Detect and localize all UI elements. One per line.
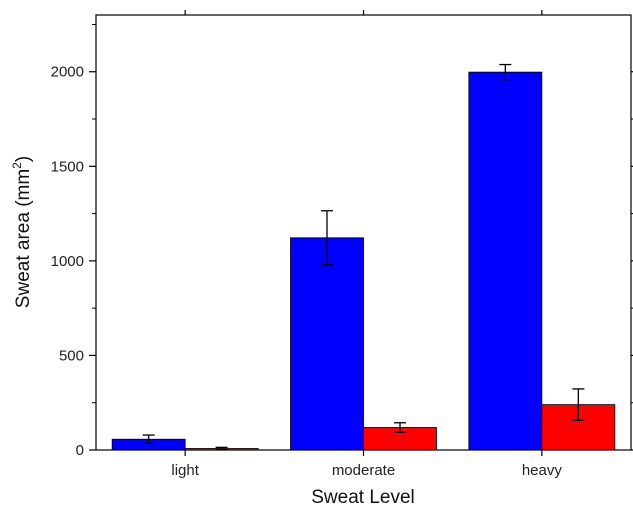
x-tick-label-light: light: [171, 462, 199, 479]
y-tick-label: 0: [76, 442, 84, 459]
x-axis-title: Sweat Level: [311, 487, 415, 508]
x-axis-ticks: light moderate heavy: [171, 10, 562, 479]
y-tick-label: 500: [59, 347, 84, 364]
y-axis-title-suffix: ): [13, 156, 34, 162]
y-tick-label: 1500: [51, 158, 84, 175]
y-axis-ticks: 0 500 1000 1500 2000: [51, 23, 633, 459]
y-axis-title-text: Sweat area (mm: [13, 169, 34, 308]
x-tick-label-heavy: heavy: [522, 462, 563, 479]
y-tick-label: 1000: [51, 253, 84, 270]
bar-moderate-series1: [290, 237, 364, 451]
y-axis-title-superscript: 2: [10, 162, 24, 169]
x-tick-label-moderate: moderate: [332, 462, 395, 479]
bar-heavy-series1: [468, 71, 543, 451]
error-bars-group: [142, 63, 585, 451]
y-axis-title: Sweat area (mm2): [10, 156, 34, 308]
bars-group: [111, 71, 616, 451]
y-tick-label: 2000: [51, 64, 84, 81]
